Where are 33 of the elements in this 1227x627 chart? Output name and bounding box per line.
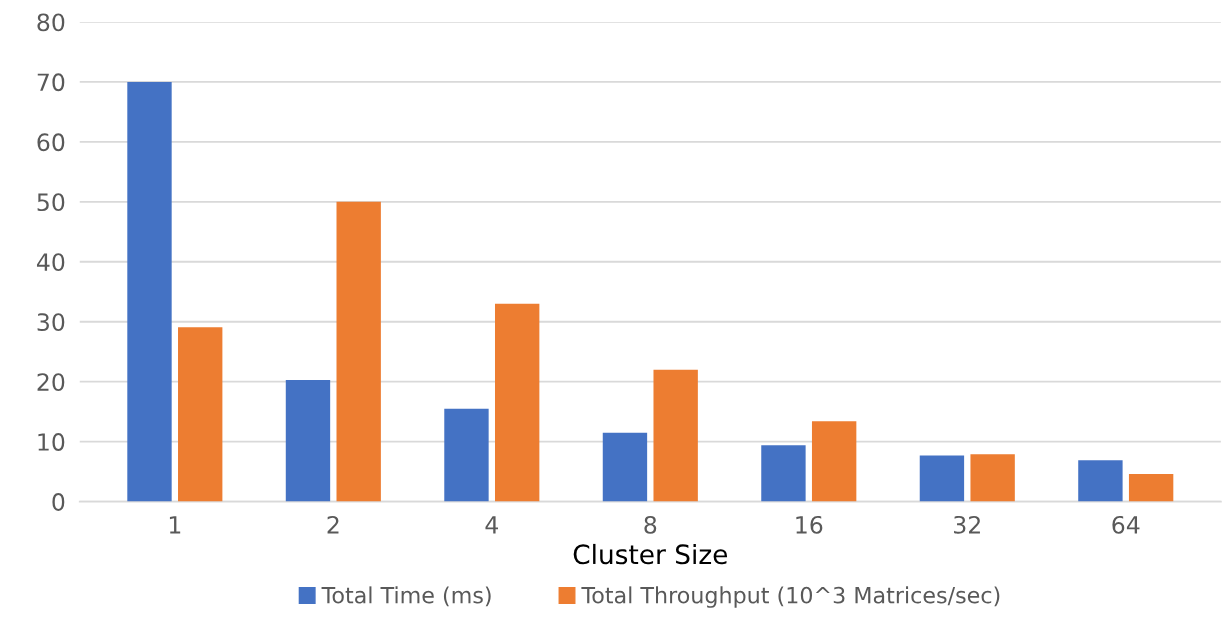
x-tick-label: 4 xyxy=(485,516,499,534)
legend-label: Total Throughput (10^3 Matrices/sec) xyxy=(581,586,1000,608)
bar xyxy=(970,454,1015,502)
bar xyxy=(1128,474,1174,502)
bar xyxy=(811,421,857,502)
x-tick-label: 32 xyxy=(954,515,980,534)
x-tick-label: 64 xyxy=(1112,515,1140,534)
bar xyxy=(178,327,223,502)
y-tick-label: 20 xyxy=(37,373,65,391)
y-tick-label: 50 xyxy=(37,193,65,212)
x-tick-label: 2 xyxy=(327,515,339,534)
bar xyxy=(1078,460,1123,502)
y-tick-label: 0 xyxy=(52,493,65,511)
y-tick-label: 70 xyxy=(37,73,65,92)
bar xyxy=(285,379,331,502)
bar xyxy=(336,201,381,502)
y-tick-label: 10 xyxy=(38,433,65,451)
bar xyxy=(444,408,489,502)
bar xyxy=(494,303,540,502)
bar xyxy=(602,432,648,502)
bar xyxy=(653,369,698,502)
x-tick-label: 16 xyxy=(796,515,823,534)
y-tick-label: 60 xyxy=(37,133,65,152)
y-tick-label: 40 xyxy=(36,253,65,272)
bar xyxy=(127,81,172,502)
y-tick-label: 30 xyxy=(37,313,65,332)
bar xyxy=(919,455,965,502)
x-axis-title: Cluster Size xyxy=(573,543,728,565)
x-tick-label: 8 xyxy=(644,515,657,534)
x-tick-label: 1 xyxy=(169,516,181,534)
y-tick-label: 80 xyxy=(37,13,65,32)
legend-label: Total Time (ms) xyxy=(321,586,491,607)
bar xyxy=(761,445,806,502)
